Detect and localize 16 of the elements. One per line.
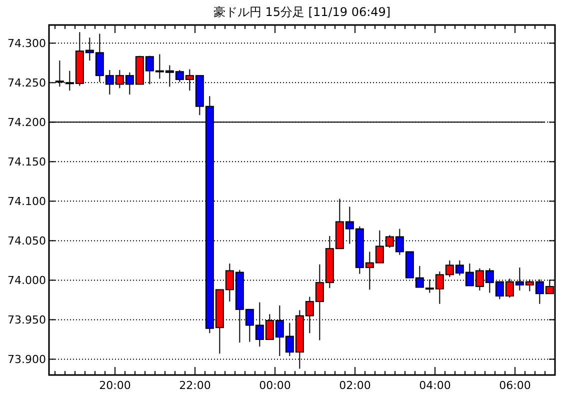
x-tick-label: 22:00: [179, 379, 211, 392]
y-tick-label: 74.300: [8, 37, 46, 50]
x-tick-label: 20:00: [99, 379, 131, 392]
y-tick-label: 74.100: [8, 195, 46, 208]
x-tick-label: 06:00: [499, 379, 531, 392]
y-tick-label: 74.250: [8, 76, 46, 90]
chart-title: 豪ドル円 15分足 [11/19 06:49]: [213, 5, 391, 19]
y-tick-label: 74.150: [8, 156, 46, 169]
y-tick-label: 74.050: [8, 234, 46, 248]
x-tick-label: 00:00: [259, 379, 291, 392]
y-tick-label: 73.900: [8, 353, 46, 366]
x-tick-label: 04:00: [419, 379, 451, 392]
y-tick-label: 74.000: [8, 274, 46, 288]
x-tick-label: 02:00: [339, 379, 371, 392]
y-tick-label: 73.950: [8, 314, 46, 327]
y-tick-label: 74.200: [8, 116, 46, 130]
